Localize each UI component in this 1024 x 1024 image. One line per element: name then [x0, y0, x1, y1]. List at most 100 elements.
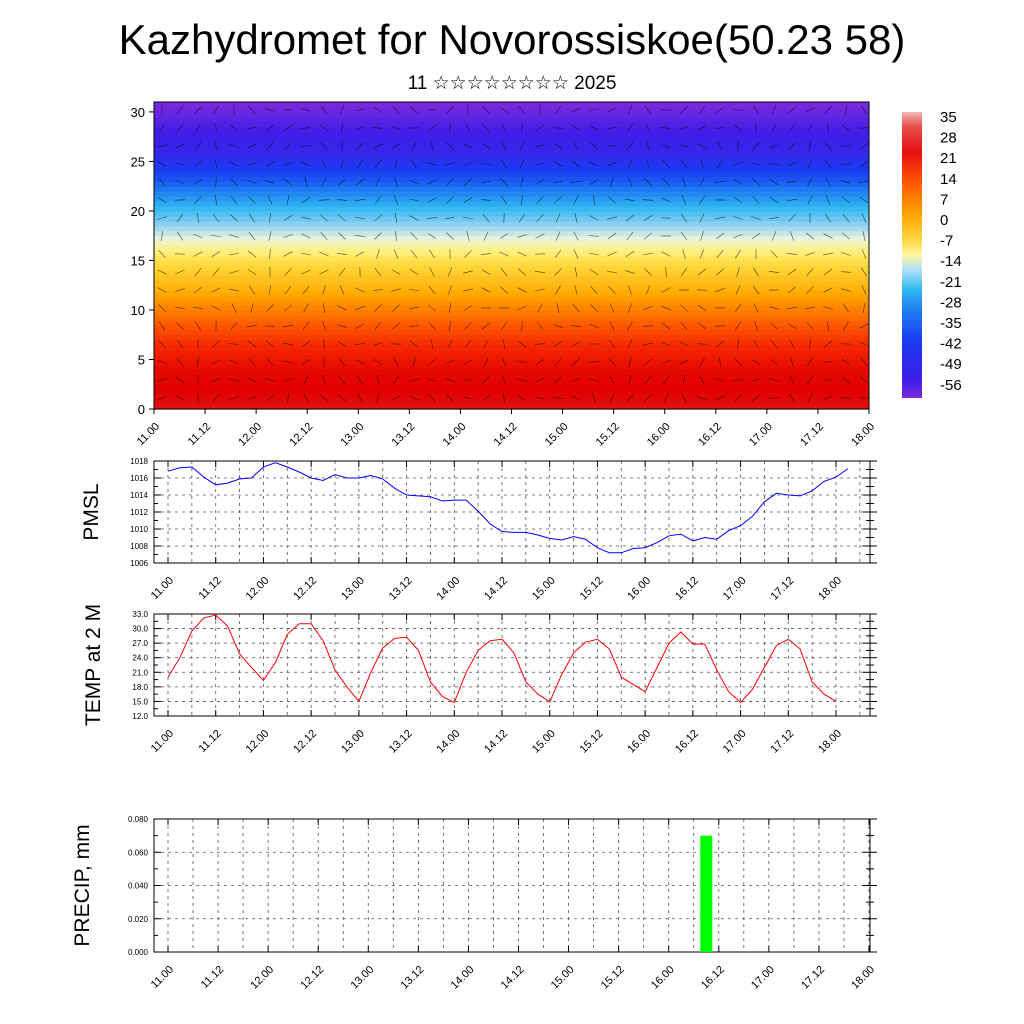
y-tick-label: 27.0 — [132, 639, 148, 648]
wind-barb — [197, 212, 199, 224]
wind-barb — [355, 251, 365, 257]
x-tick-label: 14.12 — [482, 575, 510, 603]
x-tick-label: 11.12 — [196, 575, 223, 602]
colorbar-label: -35 — [940, 315, 962, 332]
wind-barb — [411, 141, 417, 151]
wind-barb — [338, 232, 346, 240]
wind-barb — [643, 252, 653, 256]
heatmap-band — [154, 305, 869, 311]
wind-barb — [592, 393, 596, 403]
x-tick-label: 12.00 — [244, 728, 272, 756]
wind-barb — [553, 161, 563, 167]
y-tick-label: 1016 — [130, 474, 148, 483]
x-tick-label: 17.00 — [749, 964, 777, 992]
x-tick-label: 18.00 — [849, 964, 877, 992]
wind-barb — [572, 304, 580, 312]
wind-barb — [375, 177, 381, 187]
wind-barb — [697, 125, 707, 131]
wind-barb — [823, 340, 833, 348]
wind-barb — [753, 303, 759, 313]
wind-barb — [825, 213, 831, 223]
wind-barb — [427, 304, 437, 312]
wind-barb — [805, 107, 815, 113]
wind-barb — [665, 266, 667, 278]
wind-barb — [376, 375, 380, 385]
x-tick-label: 12.12 — [298, 964, 326, 992]
wind-barb — [157, 395, 167, 401]
heatmap-band — [154, 374, 869, 380]
wind-barb — [772, 105, 776, 115]
x-tick-label: 16.00 — [649, 964, 677, 992]
wind-barb — [195, 123, 201, 133]
wind-barb — [645, 123, 651, 133]
wind-barb — [283, 124, 293, 132]
wind-barb — [247, 180, 257, 184]
wind-barb — [535, 233, 545, 239]
wind-barb — [429, 267, 435, 277]
wind-barb — [661, 251, 671, 257]
wind-barb — [790, 231, 794, 241]
wind-barb — [574, 213, 578, 223]
wind-barb — [248, 196, 256, 204]
wind-barb — [499, 106, 509, 114]
wind-barb — [860, 376, 868, 384]
wind-barb — [755, 122, 757, 134]
wind-barb — [841, 180, 851, 184]
wind-barb — [500, 286, 508, 294]
wind-barb — [520, 195, 524, 205]
wind-barb — [574, 285, 578, 295]
wind-barb — [754, 321, 758, 331]
wind-barb — [230, 214, 238, 222]
wind-barb — [807, 195, 813, 205]
wind-barb — [681, 195, 687, 205]
wind-barb — [176, 358, 184, 366]
wind-barb — [338, 375, 346, 385]
wind-barb — [503, 338, 505, 350]
wind-barb — [661, 360, 671, 364]
wind-barb — [679, 341, 689, 347]
wind-barb — [337, 394, 347, 402]
heatmap-band — [154, 131, 869, 138]
wind-barb — [841, 288, 851, 292]
wind-barb — [463, 143, 473, 149]
wind-barb — [215, 194, 217, 206]
x-tick-label: 17.12 — [799, 964, 827, 992]
wind-barb — [265, 161, 275, 167]
wind-barb — [336, 253, 348, 255]
wind-barb — [753, 339, 759, 349]
wind-barb — [628, 375, 632, 385]
wind-barb — [571, 107, 581, 113]
wind-barb — [501, 357, 507, 367]
y-tick-label: 18.0 — [132, 683, 148, 692]
y-tick-label: 12.0 — [132, 712, 148, 721]
wind-barb — [697, 396, 707, 400]
wind-barb — [826, 321, 830, 331]
wind-barb — [373, 143, 383, 149]
y-tick-label: 15.0 — [132, 697, 148, 706]
heatmap-band — [154, 384, 869, 390]
wind-barb — [679, 359, 689, 365]
x-tick-label: 16.12 — [673, 728, 701, 756]
wind-barb — [158, 340, 166, 348]
y-tick-label: 0.060 — [128, 848, 149, 857]
wind-barb — [480, 163, 492, 165]
wind-barb — [303, 303, 309, 313]
wind-barb — [500, 321, 508, 331]
wind-barb — [355, 359, 365, 365]
wind-barb — [534, 397, 546, 399]
wind-barb — [176, 322, 184, 330]
wind-barb — [357, 393, 363, 403]
heatmap-band — [154, 181, 869, 187]
wind-barb — [627, 159, 633, 169]
wind-barb — [626, 141, 634, 151]
wind-barb — [574, 267, 578, 277]
wind-barb — [194, 141, 202, 151]
wind-barb — [229, 396, 239, 400]
wind-barb — [861, 267, 867, 277]
wind-barb — [771, 231, 777, 241]
wind-barb — [194, 267, 202, 277]
wind-barb — [643, 358, 653, 366]
x-tick-label: 14.00 — [441, 421, 469, 449]
wind-barb — [554, 249, 562, 259]
wind-barb — [229, 144, 239, 148]
